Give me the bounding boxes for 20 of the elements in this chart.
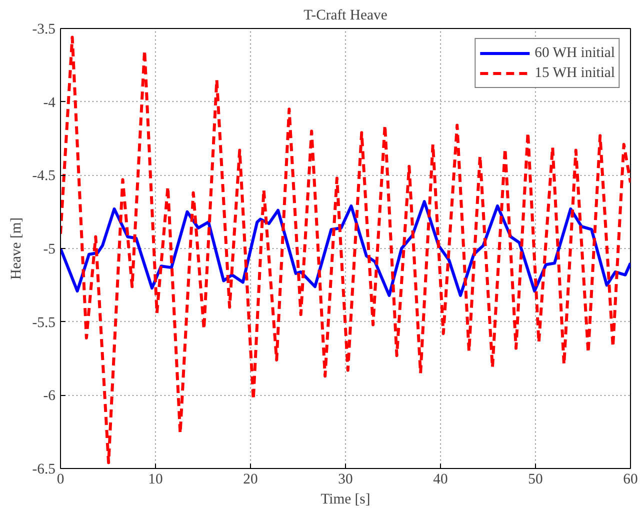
y-tick-label: -6.5: [32, 462, 56, 478]
y-tick-label: -6: [43, 388, 56, 404]
line-series: [60, 36, 630, 464]
y-tick-label: -4.5: [32, 168, 56, 184]
y-tick-label: -3.5: [32, 22, 56, 38]
y-tick-label: -4: [43, 94, 56, 111]
x-axis-title: Time [s]: [320, 492, 370, 508]
x-tick-label: 50: [528, 472, 543, 488]
x-tick-label: 0: [56, 472, 64, 488]
y-axis-title: Heave [m]: [8, 217, 24, 280]
chart-title: T-Craft Heave: [304, 8, 388, 24]
x-tick-label: 20: [243, 472, 258, 488]
x-tick-label: 60: [623, 472, 638, 488]
x-tick-label: 30: [338, 472, 353, 488]
y-tick-label: -5: [43, 242, 56, 258]
legend-label: 15 WH initial: [534, 64, 615, 82]
legend-label: 60 WH initial: [534, 44, 615, 62]
y-tick-label: -5.5: [32, 314, 56, 331]
x-tick-label: 40: [433, 472, 448, 488]
x-tick-label: 10: [148, 472, 163, 488]
